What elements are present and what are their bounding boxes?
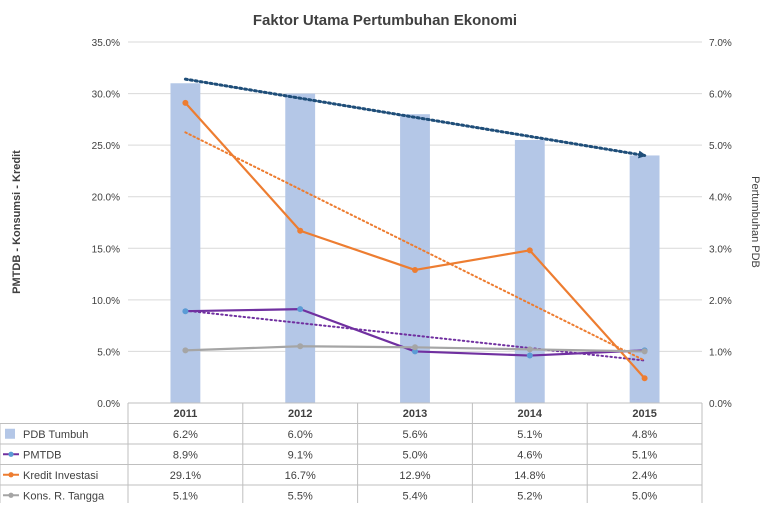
trendline-kredit-investasi bbox=[184, 131, 646, 362]
point-kredit-investasi-2012 bbox=[297, 227, 304, 234]
category-label: 2015 bbox=[632, 408, 656, 420]
point-pmtdb-2011 bbox=[182, 308, 189, 315]
legend-label: Kons. R. Tangga bbox=[23, 490, 105, 502]
bar-2011 bbox=[170, 83, 201, 403]
table-cell: 8.9% bbox=[173, 449, 198, 461]
left-tick-label: 5.0% bbox=[97, 347, 120, 358]
point-pmtdb-2014 bbox=[526, 352, 533, 359]
right-tick-label: 6.0% bbox=[709, 90, 732, 101]
right-tick-label: 0.0% bbox=[709, 399, 732, 410]
point-kons-r-tangga-2013 bbox=[412, 344, 418, 351]
legend-label: Kredit Investasi bbox=[23, 470, 98, 482]
category-label: 2012 bbox=[288, 408, 312, 420]
table-cell: 16.7% bbox=[285, 470, 316, 482]
table-cell: 4.6% bbox=[517, 449, 542, 461]
category-label: 2014 bbox=[518, 408, 543, 420]
left-tick-label: 30.0% bbox=[92, 90, 120, 101]
left-tick-label: 35.0% bbox=[92, 38, 120, 49]
right-tick-label: 4.0% bbox=[709, 193, 732, 204]
table-cell: 2.4% bbox=[632, 470, 657, 482]
point-kons-r-tangga-2011 bbox=[182, 347, 189, 354]
table-cell: 6.2% bbox=[173, 429, 198, 441]
left-tick-label: 0.0% bbox=[97, 399, 120, 410]
point-kredit-investasi-2015 bbox=[641, 375, 648, 382]
category-label: 2013 bbox=[403, 408, 427, 420]
table-cell: 5.4% bbox=[402, 490, 427, 502]
table-cell: 5.6% bbox=[402, 429, 427, 441]
point-kons-r-tangga-2015 bbox=[641, 348, 648, 355]
table-cell: 14.8% bbox=[514, 470, 545, 482]
table-cell: 5.1% bbox=[632, 449, 657, 461]
right-axis-label: Pertumbuhan PDB bbox=[749, 176, 761, 268]
table-cell: 5.0% bbox=[402, 449, 427, 461]
chart-title: Faktor Utama Pertumbuhan Ekonomi bbox=[253, 12, 517, 29]
bar-2015 bbox=[629, 155, 660, 403]
trendline-pdb-tumbuh bbox=[183, 77, 647, 159]
legend-label: PMTDB bbox=[23, 449, 62, 461]
table-cell: 29.1% bbox=[170, 470, 201, 482]
bar-2012 bbox=[285, 93, 316, 404]
legend-key-marker bbox=[8, 492, 14, 498]
legend-label: PDB Tumbuh bbox=[23, 429, 88, 441]
point-kredit-investasi-2013 bbox=[412, 266, 418, 273]
legend-key-bar bbox=[5, 428, 15, 439]
legend-key-marker bbox=[8, 472, 14, 478]
point-kons-r-tangga-2012 bbox=[297, 343, 304, 350]
right-tick-label: 7.0% bbox=[709, 38, 732, 49]
point-kredit-investasi-2011 bbox=[182, 99, 189, 106]
table-cell: 4.8% bbox=[632, 429, 657, 441]
left-tick-label: 10.0% bbox=[92, 296, 120, 307]
table-cell: 5.1% bbox=[517, 429, 542, 441]
right-tick-label: 1.0% bbox=[709, 347, 732, 358]
point-pmtdb-2013 bbox=[412, 348, 418, 355]
table-cell: 5.5% bbox=[288, 490, 313, 502]
bar-2014 bbox=[514, 139, 545, 403]
left-tick-label: 20.0% bbox=[92, 193, 120, 204]
bar-2013 bbox=[400, 114, 430, 403]
right-tick-label: 2.0% bbox=[709, 296, 732, 307]
table-cell: 12.9% bbox=[399, 470, 430, 482]
left-axis-label: PMTDB - Konsumsi - Kredit bbox=[11, 150, 23, 294]
table-cell: 5.0% bbox=[632, 490, 657, 502]
legend-key-marker bbox=[8, 451, 14, 457]
left-tick-label: 25.0% bbox=[92, 141, 120, 152]
trendline-pmtdb bbox=[184, 309, 646, 362]
table-cell: 9.1% bbox=[288, 449, 313, 461]
table-cell: 6.0% bbox=[288, 429, 313, 441]
left-tick-label: 15.0% bbox=[92, 244, 120, 255]
category-label: 2011 bbox=[173, 408, 197, 420]
table-cell: 5.2% bbox=[517, 490, 542, 502]
right-tick-label: 3.0% bbox=[709, 244, 732, 255]
point-pmtdb-2012 bbox=[297, 306, 304, 313]
table-cell: 5.1% bbox=[173, 490, 198, 502]
point-kons-r-tangga-2014 bbox=[526, 346, 533, 353]
right-tick-label: 5.0% bbox=[709, 141, 732, 152]
point-kredit-investasi-2014 bbox=[526, 247, 533, 254]
